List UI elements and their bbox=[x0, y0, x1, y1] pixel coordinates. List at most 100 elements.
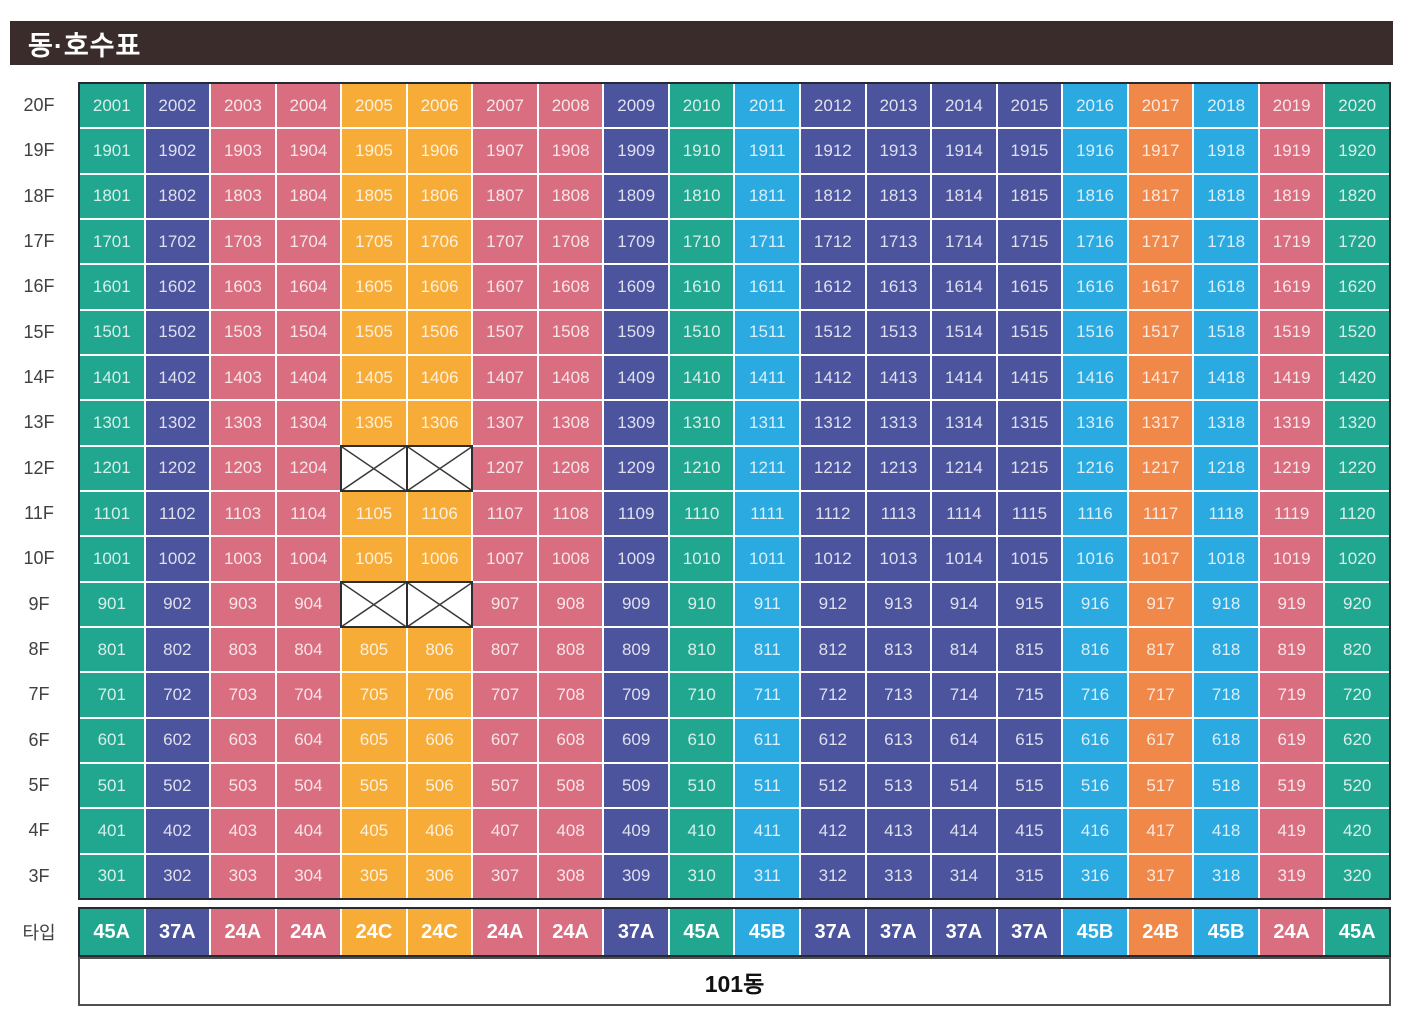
unit-cell: 513 bbox=[866, 763, 931, 808]
unit-cell: 1308 bbox=[538, 401, 603, 445]
unit-cell: 1807 bbox=[473, 174, 537, 218]
unit-cell: 1208 bbox=[538, 446, 603, 490]
unit-cell: 1317 bbox=[1128, 401, 1193, 445]
unit-cell: 1213 bbox=[866, 446, 931, 490]
unit-cell: 1818 bbox=[1194, 174, 1258, 218]
unit-cell: 418 bbox=[1194, 809, 1258, 853]
unit-cell: 306 bbox=[407, 854, 472, 898]
unit-cell: 310 bbox=[669, 854, 734, 898]
unit-cell: 1306 bbox=[407, 401, 472, 445]
unit-cell: 412 bbox=[801, 809, 865, 853]
unit-cell: 1707 bbox=[473, 219, 537, 264]
unit-cell: 616 bbox=[1063, 718, 1127, 762]
floor-label: 6F bbox=[28, 729, 50, 750]
unit-cell: 1913 bbox=[866, 129, 931, 173]
unit-cell: 1620 bbox=[1325, 265, 1389, 309]
unit-cell: 1511 bbox=[735, 310, 800, 354]
unit-cell: 914 bbox=[932, 582, 996, 626]
unit-cell: 1518 bbox=[1194, 310, 1258, 354]
unit-cell: 304 bbox=[276, 854, 341, 898]
unit-cell: 708 bbox=[538, 673, 603, 717]
unit-cell: 1003 bbox=[211, 537, 275, 581]
unit-cell: 909 bbox=[604, 582, 668, 626]
unit-cell: 805 bbox=[342, 627, 406, 672]
unit-cell: 408 bbox=[538, 809, 603, 853]
unit-cell: 511 bbox=[735, 763, 800, 808]
unit-cell: 1813 bbox=[866, 174, 931, 218]
unit-cell: 303 bbox=[211, 854, 275, 898]
unit-cell: 607 bbox=[473, 718, 537, 762]
missing-unit-cell bbox=[340, 444, 408, 492]
unit-cell: 503 bbox=[211, 763, 275, 808]
unit-cell: 1305 bbox=[342, 401, 406, 445]
unit-cell: 1019 bbox=[1259, 537, 1324, 581]
unit-cell: 1802 bbox=[145, 174, 210, 218]
unit-cell: 704 bbox=[276, 673, 341, 717]
unit-cell: 1708 bbox=[538, 219, 603, 264]
unit-cell: 1011 bbox=[735, 537, 800, 581]
floor-label: 10F bbox=[23, 548, 55, 569]
unit-cell: 1304 bbox=[276, 401, 341, 445]
unit-cell: 1115 bbox=[997, 491, 1062, 536]
unit-cell: 2017 bbox=[1128, 84, 1193, 128]
unit-cell: 1710 bbox=[669, 219, 734, 264]
unit-cell: 1416 bbox=[1063, 355, 1127, 400]
unit-cell: 1720 bbox=[1325, 219, 1389, 264]
floor-label: 15F bbox=[23, 321, 55, 342]
unit-cell: 1809 bbox=[604, 174, 668, 218]
unit-cell: 1805 bbox=[342, 174, 406, 218]
unit-cell: 515 bbox=[997, 763, 1062, 808]
unit-cell: 1918 bbox=[1194, 129, 1258, 173]
unit-cell: 1516 bbox=[1063, 310, 1127, 354]
unit-type-cell: 37A bbox=[145, 909, 210, 955]
unit-cell: 718 bbox=[1194, 673, 1258, 717]
unit-cell: 406 bbox=[407, 809, 472, 853]
unit-cell: 911 bbox=[735, 582, 800, 626]
unit-cell: 1217 bbox=[1128, 446, 1193, 490]
unit-cell: 614 bbox=[932, 718, 996, 762]
unit-cell: 1908 bbox=[538, 129, 603, 173]
unit-cell: 508 bbox=[538, 763, 603, 808]
unit-cell: 1709 bbox=[604, 219, 668, 264]
unit-cell: 611 bbox=[735, 718, 800, 762]
unit-cell: 1808 bbox=[538, 174, 603, 218]
unit-cell: 502 bbox=[145, 763, 210, 808]
unit-cell: 410 bbox=[669, 809, 734, 853]
unit-type-row: 45A 37A 24A 24A 24C 24C 24A 24A 37A 45A 45B 37A 37A 3… bbox=[78, 907, 1391, 957]
unit-cell: 302 bbox=[145, 854, 210, 898]
unit-cell: 1310 bbox=[669, 401, 734, 445]
unit-cell: 1503 bbox=[211, 310, 275, 354]
unit-cell: 520 bbox=[1325, 763, 1389, 808]
unit-cell: 1112 bbox=[801, 491, 865, 536]
unit-cell: 414 bbox=[932, 809, 996, 853]
unit-cell: 409 bbox=[604, 809, 668, 853]
unit-cell: 2018 bbox=[1194, 84, 1258, 128]
unit-cell: 312 bbox=[801, 854, 865, 898]
unit-cell: 313 bbox=[866, 854, 931, 898]
unit-cell: 305 bbox=[342, 854, 406, 898]
unit-cell: 1803 bbox=[211, 174, 275, 218]
unit-cell: 1514 bbox=[932, 310, 996, 354]
unit-cell: 1110 bbox=[669, 491, 734, 536]
unit-type-cell: 37A bbox=[997, 909, 1062, 955]
unit-cell: 1701 bbox=[80, 219, 144, 264]
unit-cell: 1009 bbox=[604, 537, 668, 581]
unit-cell: 1505 bbox=[342, 310, 406, 354]
missing-unit-cell bbox=[405, 580, 474, 628]
unit-cell: 2010 bbox=[669, 84, 734, 128]
unit-cell: 402 bbox=[145, 809, 210, 853]
unit-cell: 1307 bbox=[473, 401, 537, 445]
unit-cell: 1118 bbox=[1194, 491, 1258, 536]
unit-type-cell: 24A bbox=[211, 909, 275, 955]
unit-cell: 1716 bbox=[1063, 219, 1127, 264]
unit-cell: 1601 bbox=[80, 265, 144, 309]
unit-cell: 619 bbox=[1259, 718, 1324, 762]
floor-label: 5F bbox=[28, 775, 50, 796]
unit-cell: 720 bbox=[1325, 673, 1389, 717]
floor-label: 9F bbox=[28, 593, 50, 614]
unit-cell: 1016 bbox=[1063, 537, 1127, 581]
unit-cell: 1004 bbox=[276, 537, 341, 581]
unit-cell: 1508 bbox=[538, 310, 603, 354]
unit-cell: 309 bbox=[604, 854, 668, 898]
unit-cell: 1402 bbox=[145, 355, 210, 400]
